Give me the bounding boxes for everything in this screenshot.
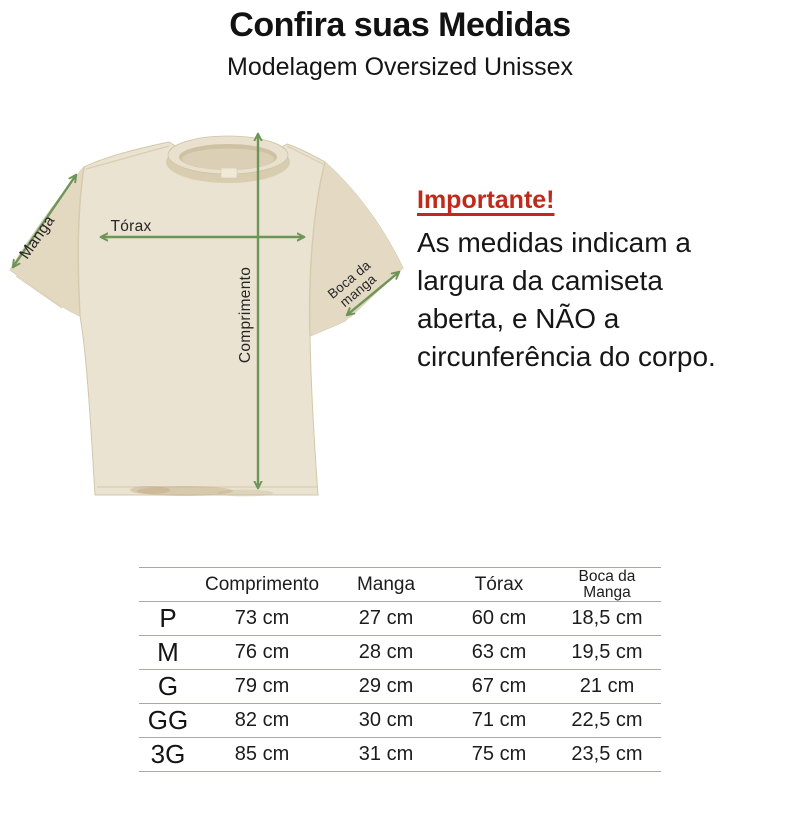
- measurement-value: 29 cm: [358, 675, 414, 697]
- measurement-value: 79 cm: [234, 675, 290, 697]
- measurement-value: 73 cm: [234, 607, 290, 629]
- boca-da-manga-arrow: [347, 272, 399, 315]
- collar-tag: [220, 167, 238, 179]
- page-title: Confira suas Medidas: [229, 6, 571, 44]
- table-row: G 79 cm 29 cm 67 cm 21 cm: [139, 670, 661, 704]
- important-note: Importante! As medidas indicam a largura…: [417, 186, 767, 376]
- important-heading: Importante!: [417, 186, 555, 214]
- column-header-size: [139, 568, 197, 602]
- measurement-value: 60 cm: [471, 607, 527, 629]
- table-row: P 73 cm 27 cm 60 cm 18,5 cm: [139, 602, 661, 636]
- size-label: M: [157, 637, 179, 667]
- column-header-comprimento: Comprimento: [204, 573, 320, 595]
- column-header-torax: Tórax: [474, 573, 524, 595]
- tshirt-illustration: [9, 135, 404, 497]
- measurement-value: 75 cm: [471, 743, 527, 765]
- size-label: 3G: [150, 739, 186, 769]
- column-header-manga: Manga: [356, 573, 416, 595]
- table-header-row: Comprimento Manga Tórax Boca da Manga: [139, 567, 661, 602]
- important-text-line: As medidas indicam a: [417, 227, 691, 258]
- size-label: GG: [147, 705, 189, 735]
- measurement-value: 82 cm: [234, 709, 290, 731]
- measurement-value: 22,5 cm: [571, 709, 643, 731]
- measurement-value: 67 cm: [471, 675, 527, 697]
- torax-label: Tórax: [110, 218, 151, 235]
- column-header-boca-da-manga: Boca da Manga: [578, 567, 636, 601]
- size-table: Comprimento Manga Tórax Boca da Manga P …: [139, 567, 661, 772]
- manga-arrow: [13, 175, 76, 267]
- important-text-line: aberta, e NÃO a: [417, 303, 620, 334]
- important-text-line: largura da camiseta: [417, 265, 663, 296]
- table-row: M 76 cm 28 cm 63 cm 19,5 cm: [139, 636, 661, 670]
- page-subtitle: Modelagem Oversized Unissex: [227, 53, 573, 81]
- measurement-value: 21 cm: [579, 675, 635, 697]
- table-row: 3G 85 cm 31 cm 75 cm 23,5 cm: [139, 738, 661, 772]
- measurement-value: 30 cm: [358, 709, 414, 731]
- measurement-value: 71 cm: [471, 709, 527, 731]
- measurement-value: 23,5 cm: [571, 743, 643, 765]
- measurement-value: 63 cm: [471, 641, 527, 663]
- important-text-line: circunferência do corpo.: [417, 341, 716, 372]
- size-label: G: [157, 671, 179, 701]
- size-label: P: [159, 603, 177, 633]
- measurement-value: 31 cm: [358, 743, 414, 765]
- comprimento-label: Comprimento: [237, 267, 254, 363]
- measurement-value: 19,5 cm: [571, 641, 643, 663]
- tshirt-diagram: Manga Tórax Comprimento Boca da manga: [9, 110, 404, 497]
- measurement-value: 28 cm: [358, 641, 414, 663]
- measurement-value: 27 cm: [358, 607, 414, 629]
- table-row: GG 82 cm 30 cm 71 cm 22,5 cm: [139, 704, 661, 738]
- measurement-value: 85 cm: [234, 743, 290, 765]
- measurement-value: 76 cm: [234, 641, 290, 663]
- measurement-value: 18,5 cm: [571, 607, 643, 629]
